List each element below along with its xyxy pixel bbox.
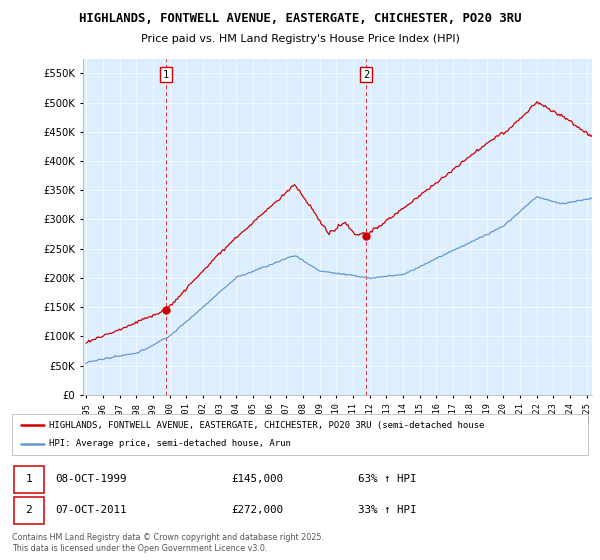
FancyBboxPatch shape — [14, 497, 44, 524]
Text: 08-OCT-1999: 08-OCT-1999 — [55, 474, 127, 484]
Text: HIGHLANDS, FONTWELL AVENUE, EASTERGATE, CHICHESTER, PO20 3RU: HIGHLANDS, FONTWELL AVENUE, EASTERGATE, … — [79, 12, 521, 25]
Text: Contains HM Land Registry data © Crown copyright and database right 2025.
This d: Contains HM Land Registry data © Crown c… — [12, 533, 324, 553]
Text: 07-OCT-2011: 07-OCT-2011 — [55, 505, 127, 515]
Text: 63% ↑ HPI: 63% ↑ HPI — [358, 474, 416, 484]
Text: 2: 2 — [363, 69, 370, 80]
Text: HPI: Average price, semi-detached house, Arun: HPI: Average price, semi-detached house,… — [49, 440, 292, 449]
Text: 33% ↑ HPI: 33% ↑ HPI — [358, 505, 416, 515]
Text: 2: 2 — [25, 505, 32, 515]
Text: HIGHLANDS, FONTWELL AVENUE, EASTERGATE, CHICHESTER, PO20 3RU (semi-detached hous: HIGHLANDS, FONTWELL AVENUE, EASTERGATE, … — [49, 421, 485, 430]
FancyBboxPatch shape — [14, 466, 44, 493]
Text: 1: 1 — [163, 69, 169, 80]
Text: £145,000: £145,000 — [231, 474, 283, 484]
Text: 1: 1 — [25, 474, 32, 484]
Text: Price paid vs. HM Land Registry's House Price Index (HPI): Price paid vs. HM Land Registry's House … — [140, 34, 460, 44]
Text: £272,000: £272,000 — [231, 505, 283, 515]
